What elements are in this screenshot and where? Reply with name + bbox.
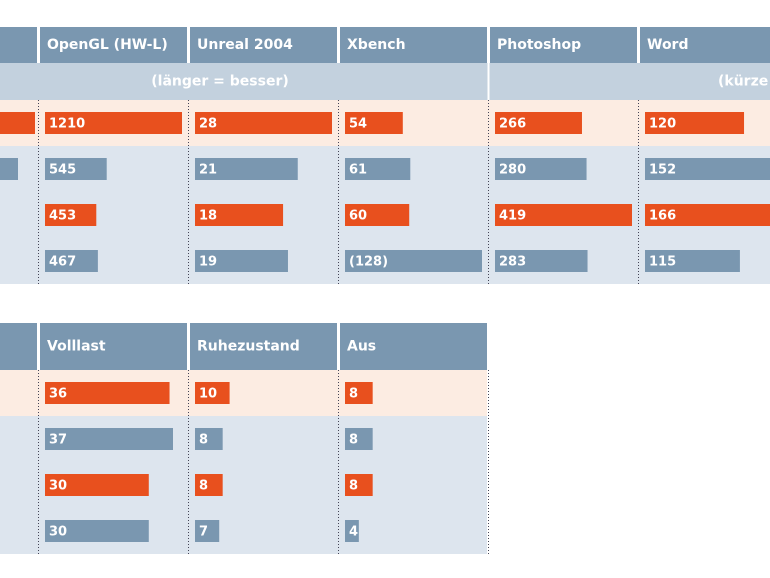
bar [195, 250, 288, 272]
bar [345, 382, 373, 404]
bar-value: 419 [499, 209, 526, 224]
bar-value: 37 [49, 433, 67, 448]
bar-value: 8 [349, 479, 358, 494]
bar [345, 428, 373, 450]
bar [495, 250, 588, 272]
bar [195, 474, 223, 496]
column-header: Xbench [347, 37, 406, 53]
bar [195, 382, 230, 404]
bar [495, 112, 582, 134]
column-header: OpenGL (HW-L) [47, 37, 168, 53]
header-cell [40, 27, 187, 63]
column-header: Ruhezustand [197, 339, 300, 355]
bar [645, 250, 740, 272]
bar [345, 158, 411, 180]
bar [495, 158, 587, 180]
bar [195, 428, 223, 450]
partial-bar [0, 112, 35, 134]
header-cell [190, 27, 337, 63]
bar-value: 54 [349, 117, 367, 132]
bar-value: 8 [349, 387, 358, 402]
bar-value: 166 [649, 209, 676, 224]
bar [45, 382, 170, 404]
header-cell [340, 27, 487, 63]
column-header: Photoshop [497, 37, 581, 53]
bar-value: 8 [349, 433, 358, 448]
header-cell [640, 27, 770, 63]
bar-value: 8 [199, 433, 208, 448]
bar [45, 428, 173, 450]
bar [45, 520, 149, 542]
bar [345, 204, 410, 226]
column-header: Volllast [47, 339, 106, 355]
bar-value: 280 [499, 163, 526, 178]
column-header: Aus [347, 339, 376, 355]
bar-value: 36 [49, 387, 67, 402]
bar [195, 520, 220, 542]
header-cell [0, 27, 37, 63]
bar-value: 60 [349, 209, 367, 224]
bar-value: 467 [49, 255, 76, 270]
bar-value: 28 [199, 117, 217, 132]
bar [45, 204, 97, 226]
bar [645, 204, 770, 226]
bar-value: 8 [199, 479, 208, 494]
bar-value: 545 [49, 163, 76, 178]
bar-value: 30 [49, 479, 67, 494]
bar-value: 30 [49, 525, 67, 540]
note: (kürze [718, 74, 768, 90]
bar [345, 112, 403, 134]
bar [45, 112, 182, 134]
bar-value: 21 [199, 163, 217, 178]
bar [195, 158, 298, 180]
partial-bar [0, 158, 18, 180]
bar-value: 266 [499, 117, 526, 132]
bar-value: 4 [349, 525, 358, 540]
bar-value: 18 [199, 209, 217, 224]
bar-value: 152 [649, 163, 676, 178]
bar-value: 1210 [49, 117, 85, 132]
bar-value: 61 [349, 163, 367, 178]
header-cell [0, 323, 37, 370]
header-cell [190, 323, 337, 370]
bar [195, 204, 284, 226]
header-cell [490, 27, 637, 63]
header-cell [40, 323, 187, 370]
bar-value: 283 [499, 255, 526, 270]
bar [345, 474, 373, 496]
note: (länger = besser) [151, 74, 289, 90]
bar [345, 520, 359, 542]
bar-value: 453 [49, 209, 76, 224]
bar [45, 158, 107, 180]
bar [195, 112, 332, 134]
bar-value: (128) [349, 255, 388, 270]
bar [495, 204, 632, 226]
bar-value: 10 [199, 387, 217, 402]
bar [45, 250, 98, 272]
bar-value: 115 [649, 255, 676, 270]
bar [645, 158, 770, 180]
bar-value: 7 [199, 525, 208, 540]
bar [345, 250, 482, 272]
bar-value: 19 [199, 255, 217, 270]
bar [45, 474, 149, 496]
header-cell [340, 323, 487, 370]
bar-value: 120 [649, 117, 676, 132]
column-header: Unreal 2004 [197, 37, 293, 53]
note-row [0, 63, 770, 100]
bar [645, 112, 745, 134]
column-header: Word [647, 37, 689, 53]
